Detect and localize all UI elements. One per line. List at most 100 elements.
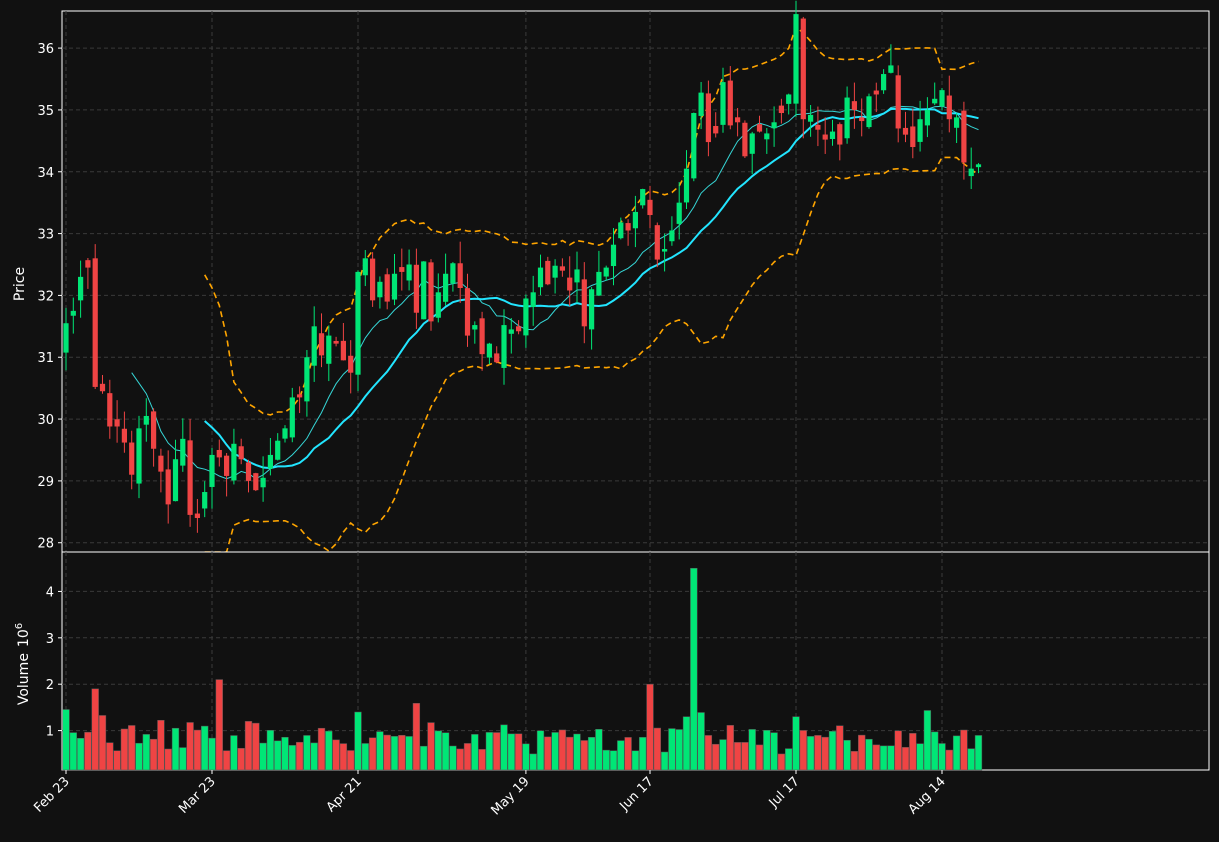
candle (625, 219, 631, 246)
candle (932, 82, 938, 106)
volume-bar (76, 737, 85, 771)
volume-bar (690, 567, 698, 771)
candle (975, 163, 982, 174)
volume-bar (354, 711, 362, 771)
candle-body (669, 230, 675, 242)
candle (698, 82, 704, 130)
candle-body (326, 335, 332, 364)
volume-bar (471, 734, 479, 771)
volume-bar (412, 703, 421, 771)
candle (282, 425, 288, 443)
candle (946, 75, 952, 133)
candle-body (683, 168, 690, 203)
volume-bar (967, 748, 975, 771)
candle (399, 248, 405, 291)
volume-bar (916, 743, 924, 771)
candle (311, 306, 317, 382)
volume-axis-scale: 10 (16, 629, 32, 647)
candle (581, 262, 587, 344)
volume-tick-label: 3 (46, 632, 54, 647)
candle (85, 258, 91, 289)
candle-body (260, 477, 266, 488)
volume-bar (274, 740, 282, 771)
candle-body (844, 97, 850, 139)
candle (735, 108, 741, 137)
volume-bar (952, 735, 961, 771)
candle (508, 318, 514, 354)
candle (479, 311, 485, 371)
candle-body (837, 124, 843, 145)
candle-body (895, 75, 901, 129)
candle (895, 65, 901, 143)
volume-bar (792, 716, 800, 771)
candle (778, 98, 784, 124)
volume-bar (514, 733, 523, 771)
volume-bar (485, 732, 494, 771)
volume-bars (62, 567, 983, 771)
volume-bar (602, 749, 610, 771)
volume-bar (821, 736, 829, 771)
volume-bar (288, 745, 296, 771)
candle (216, 439, 222, 467)
candle (180, 418, 186, 472)
volume-bar (266, 730, 275, 771)
price-tick-label: 36 (37, 42, 54, 57)
volume-bar (923, 710, 932, 771)
candle (749, 131, 755, 175)
candle (683, 150, 690, 210)
candle (523, 294, 529, 348)
candle (530, 275, 536, 326)
volume-bar (332, 739, 340, 771)
candle-body (114, 419, 120, 427)
volume-bar (544, 736, 552, 771)
candle (866, 93, 872, 129)
candle (70, 297, 76, 334)
volume-bar (719, 739, 727, 771)
candle (552, 259, 558, 294)
candle (881, 69, 887, 94)
volume-bar (595, 728, 603, 771)
volume-bar (799, 730, 807, 771)
candle (370, 252, 376, 307)
volume-bar (887, 745, 895, 771)
candle (559, 258, 565, 277)
volume-bar (522, 743, 530, 771)
volume-bar (390, 736, 399, 771)
candle (610, 228, 617, 286)
candle (421, 261, 427, 320)
volume-bar (339, 743, 348, 771)
candle-body (340, 340, 346, 361)
candle (114, 400, 120, 443)
candle-body (501, 325, 507, 368)
candle-body (793, 14, 799, 104)
candle (158, 448, 164, 493)
candle-body (355, 271, 361, 375)
candle (289, 387, 295, 443)
price-tick-label: 35 (37, 104, 54, 119)
candle (589, 287, 595, 350)
volume-bar (368, 737, 377, 771)
candle-body (304, 357, 310, 402)
volume-bar (259, 742, 267, 771)
candle (939, 88, 945, 111)
volume-bar (500, 724, 508, 771)
volume-bar (945, 749, 953, 771)
price-tick-label: 33 (37, 228, 54, 243)
candle-body (384, 274, 390, 302)
candles (63, 0, 982, 533)
volume-bar (493, 732, 501, 771)
volume-bar (69, 732, 77, 771)
volume-bar (193, 729, 202, 771)
candle-body (457, 263, 463, 288)
candle (391, 253, 398, 306)
candle-body (172, 459, 179, 502)
volume-y-axis: 1 2 3 4 (46, 585, 62, 740)
candle (501, 309, 507, 385)
candle (340, 322, 346, 361)
volume-bar (441, 732, 450, 771)
candle (603, 265, 609, 281)
upper-band-line (204, 25, 979, 416)
candle-body (464, 288, 471, 336)
candle-body (85, 260, 91, 268)
candle (654, 222, 660, 268)
